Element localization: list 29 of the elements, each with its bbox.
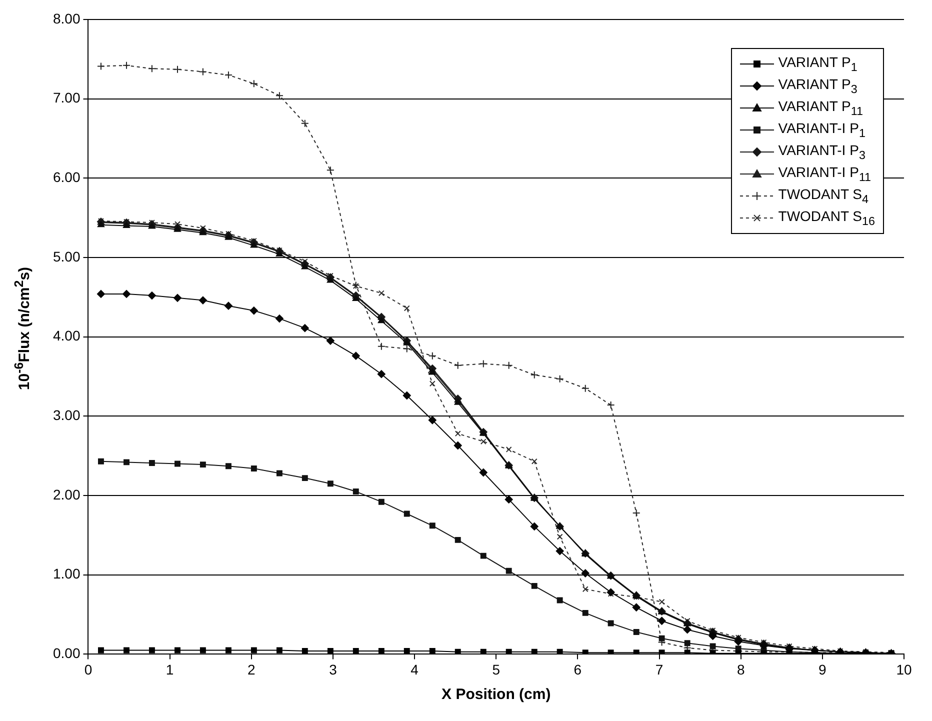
legend-label: VARIANT P$_{3}$ xyxy=(778,76,858,96)
x-tick-label: 7 xyxy=(655,661,664,678)
y-tick-label: 7.00 xyxy=(53,90,80,106)
legend-label: VARIANT P$_{11}$ xyxy=(778,98,864,118)
legend-label: VARIANT-I P$_{11}$ xyxy=(778,164,872,184)
legend-label: TWODANT S$_{4}$ xyxy=(778,186,869,206)
x-tick-label: 3 xyxy=(329,661,338,678)
x-tick-label: 0 xyxy=(84,661,92,678)
x-tick-label: 9 xyxy=(818,661,827,678)
y-tick-label: 3.00 xyxy=(53,407,80,424)
x-tick-label: 8 xyxy=(736,661,745,678)
x-tick-label: 10 xyxy=(896,661,912,678)
x-axis-title: X Position (cm) xyxy=(442,686,551,704)
y-tick-label: 8.00 xyxy=(53,10,80,26)
legend-label: VARIANT-I P$_{3}$ xyxy=(778,142,866,162)
legend-label: TWODANT S$_{16}$ xyxy=(778,208,875,228)
y-tick-label: 5.00 xyxy=(53,248,80,264)
x-tick-label: 6 xyxy=(574,661,582,678)
y-tick-label: 6.00 xyxy=(53,168,80,185)
y-tick-label: 1.00 xyxy=(53,566,80,582)
y-tick-label: 4.00 xyxy=(53,328,80,344)
x-tick-label: 5 xyxy=(492,661,500,678)
x-tick-label: 1 xyxy=(166,661,174,678)
x-tick-label: 2 xyxy=(248,661,256,678)
x-tick-label: 4 xyxy=(410,661,419,678)
legend-label: VARIANT-I P$_{1}$ xyxy=(778,120,866,140)
y-tick-label: 0.00 xyxy=(53,645,80,662)
y-tick-label: 2.00 xyxy=(53,486,80,502)
legend-label: VARIANT P$_{1}$ xyxy=(778,54,858,74)
